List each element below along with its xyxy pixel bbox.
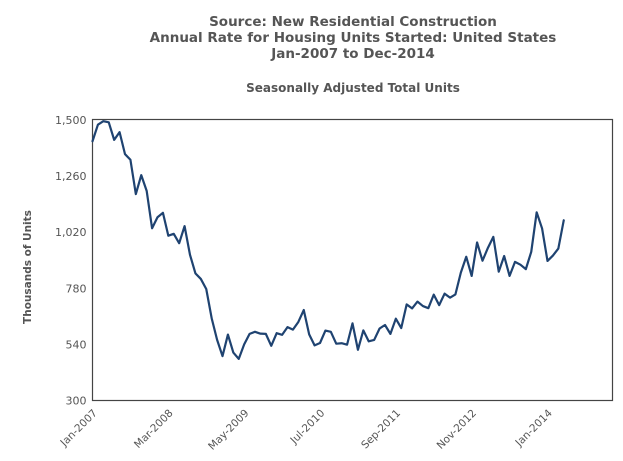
series-line (91, 120, 565, 360)
series-group (91, 120, 565, 360)
x-tick-label: May-2009 (206, 407, 251, 452)
chart-title-source: Source: New Residential Construction (209, 14, 497, 30)
chart-title-date-range: Jan-2007 to Dec-2014 (271, 46, 435, 62)
chart-subtitle: Seasonally Adjusted Total Units (246, 81, 460, 95)
x-tick-label: Nov-2012 (435, 407, 479, 451)
x-axis: Jan-2007 Mar-2008 May-2009 Jul-2010 Sep-2011… (58, 407, 555, 453)
chart-title-main: Annual Rate for Housing Units Started: U… (149, 30, 557, 46)
y-tick-label: 1,020 (55, 226, 87, 239)
x-tick-label: Jan-2007 (58, 407, 100, 449)
y-axis: 300 540 780 1,020 1,260 1,500 (55, 114, 87, 408)
y-axis-label: Thousands of Units (22, 210, 34, 324)
y-tick-label: 1,500 (55, 114, 87, 127)
plot-area (91, 118, 614, 402)
x-tick-label: Jan-2014 (513, 407, 555, 449)
x-tick-label: Mar-2008 (132, 407, 176, 451)
y-tick-label: 780 (66, 282, 87, 295)
y-tick-label: 300 (66, 395, 87, 408)
x-tick-label: Sep-2011 (359, 407, 403, 451)
y-tick-label: 540 (66, 338, 87, 351)
x-tick-label: Jul-2010 (288, 407, 328, 447)
y-tick-label: 1,260 (55, 170, 87, 183)
